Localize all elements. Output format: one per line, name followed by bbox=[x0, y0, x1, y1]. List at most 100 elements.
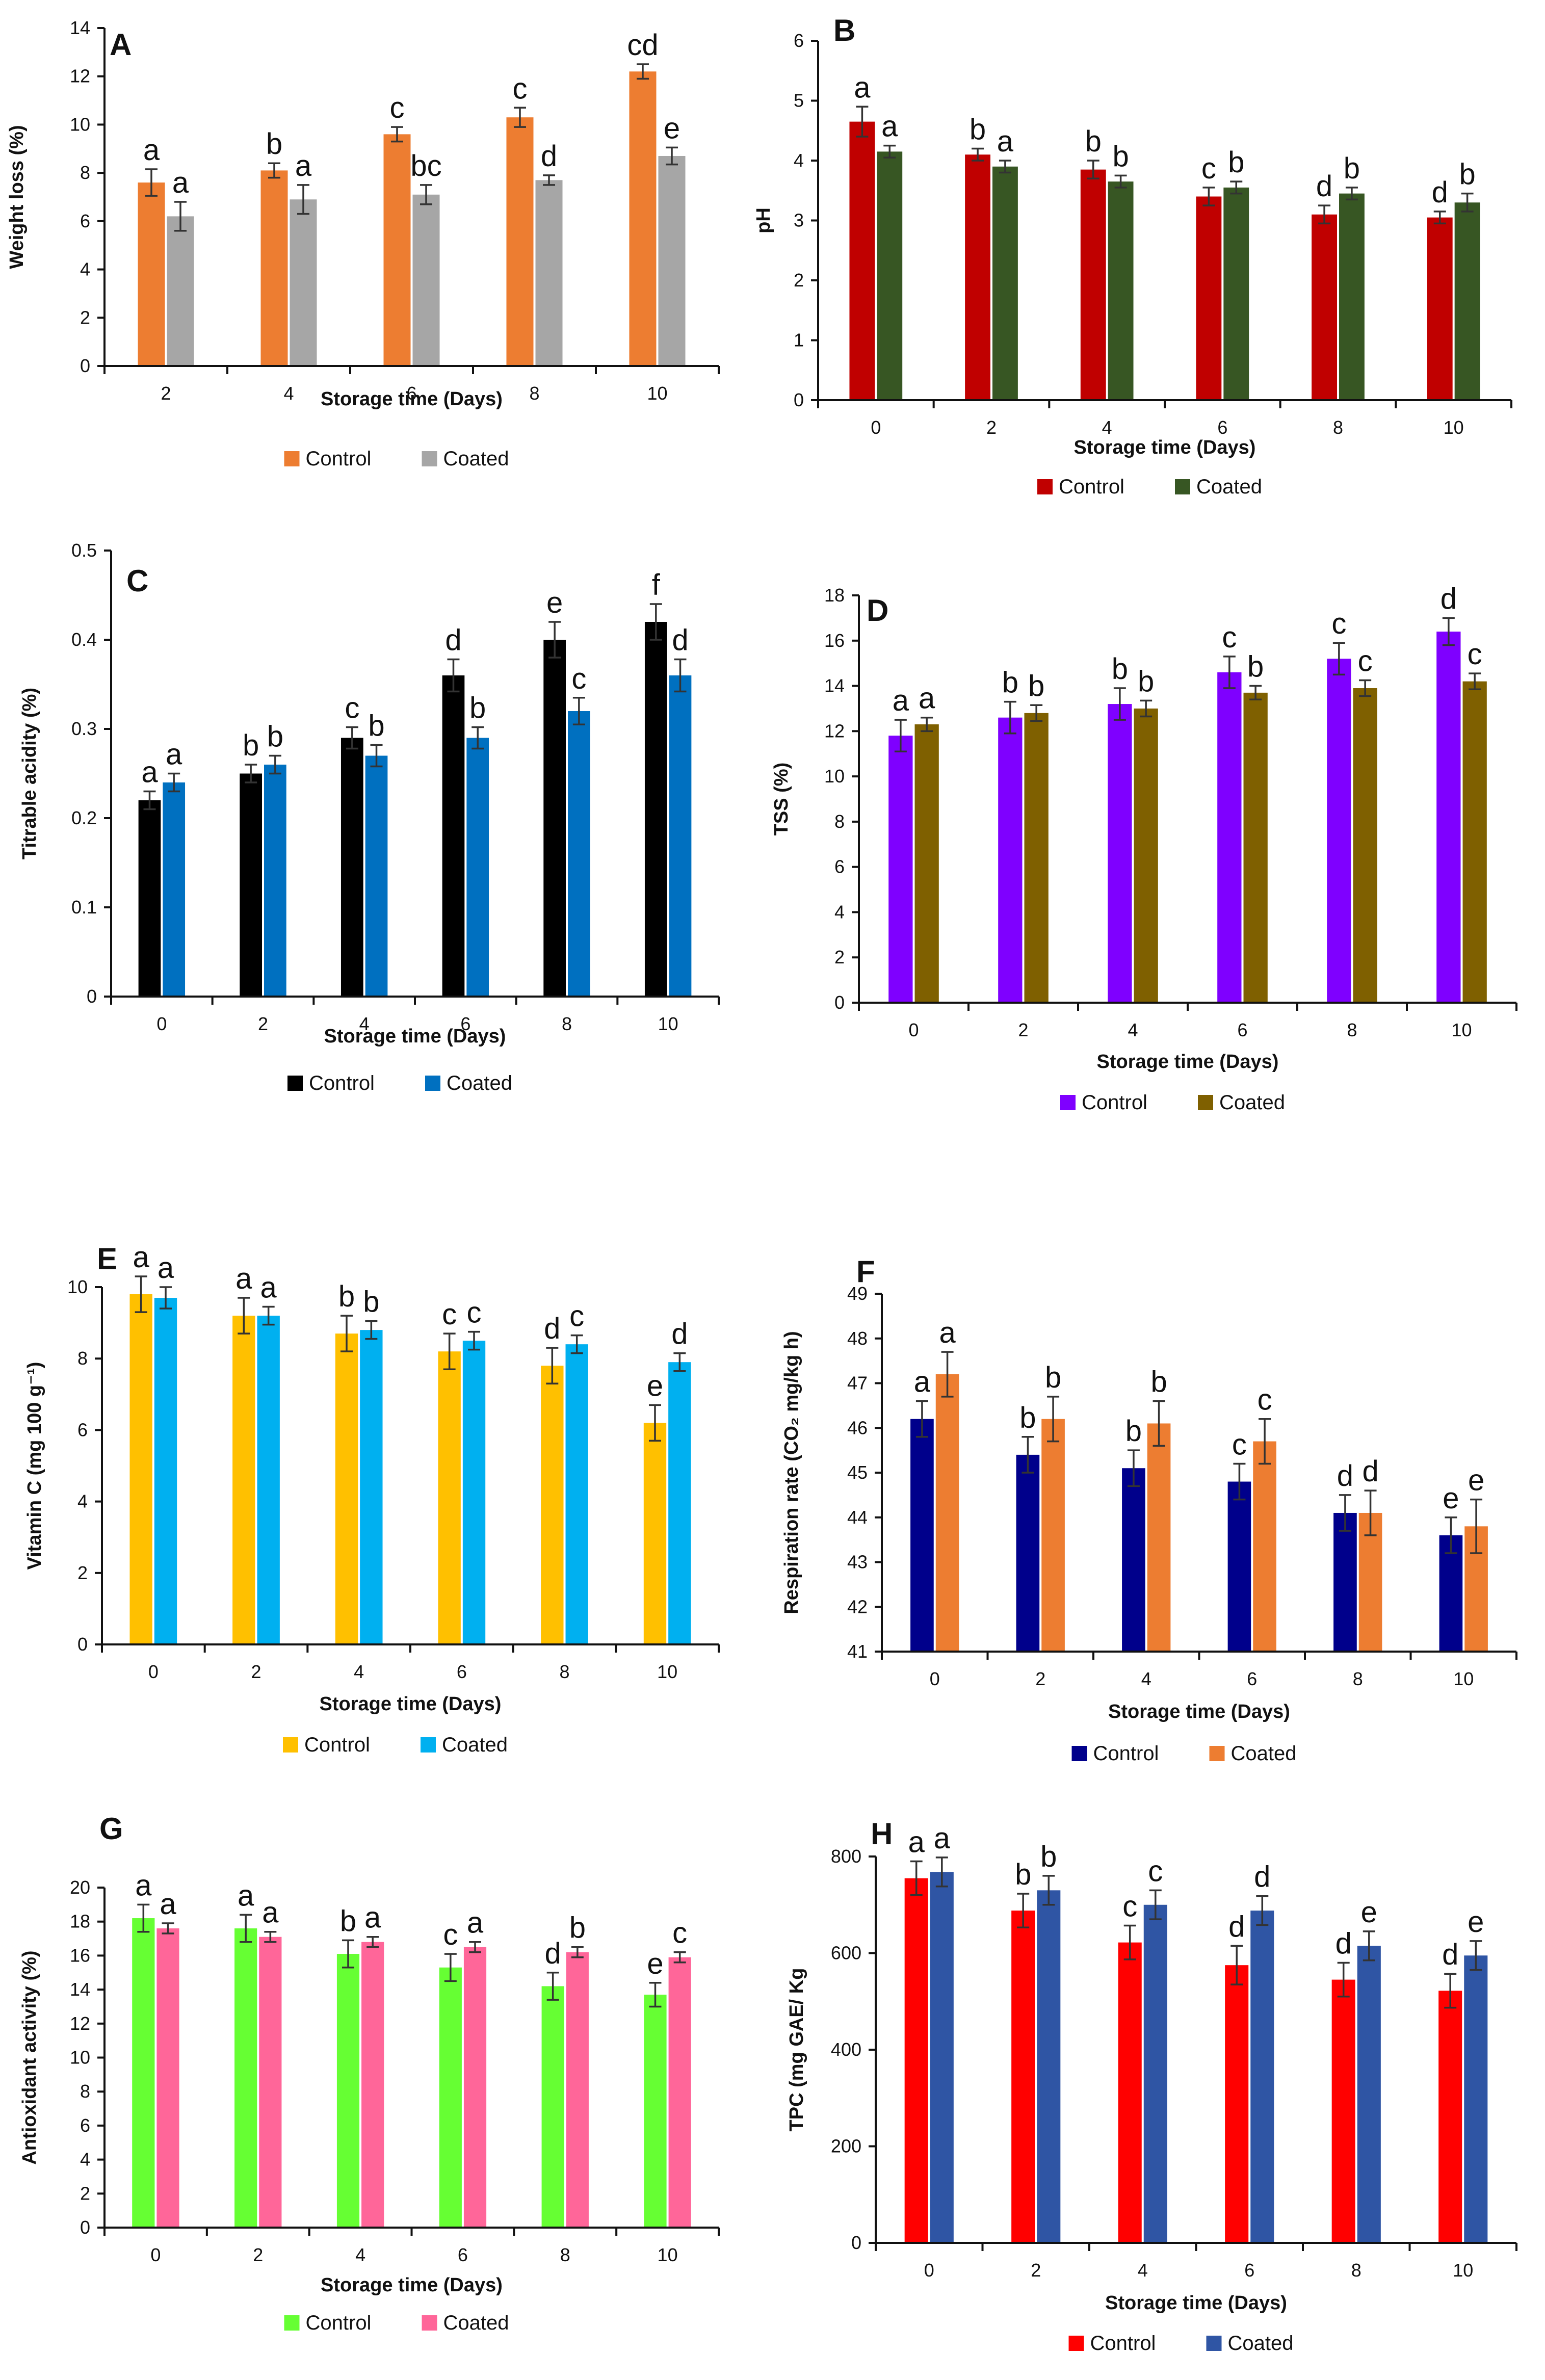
x-tick-label-f: 2 bbox=[1035, 1668, 1045, 1689]
y-axis-title-e: Vitamin C (mg 100 g⁻¹) bbox=[24, 1362, 45, 1570]
y-tick-label-f: 49 bbox=[847, 1283, 868, 1304]
error-bar-f-coated-0 bbox=[941, 1351, 954, 1398]
legend-swatch-f-control bbox=[1071, 1746, 1087, 1761]
bar-c-coated-6 bbox=[466, 738, 489, 997]
y-tick-label-a: 14 bbox=[70, 17, 90, 38]
significance-letter-d: c bbox=[1331, 607, 1346, 640]
error-bar-g-control-6 bbox=[444, 1953, 457, 1982]
bar-h-control-10 bbox=[1438, 1991, 1462, 2243]
y-tick-label-e: 4 bbox=[77, 1491, 88, 1512]
legend-label-h-coated: Coated bbox=[1228, 2332, 1294, 2355]
y-tick-label-c: 0.3 bbox=[71, 718, 97, 739]
y-tick-label-b: 2 bbox=[794, 270, 804, 291]
x-tick-label-a: 8 bbox=[529, 383, 539, 404]
x-tick-label-d: 6 bbox=[1237, 1019, 1247, 1040]
significance-letter-c: b bbox=[267, 720, 283, 753]
error-bar-e-coated-4 bbox=[365, 1320, 378, 1340]
y-tick-label-a: 8 bbox=[80, 162, 90, 183]
significance-letter-f: e bbox=[1443, 1482, 1459, 1515]
y-axis-title-b: pH bbox=[753, 207, 774, 233]
legend-label-c-coated: Coated bbox=[447, 1072, 512, 1094]
y-tick-label-d: 16 bbox=[824, 630, 845, 651]
error-bar-g-coated-2 bbox=[264, 1930, 277, 1943]
significance-letter-e: a bbox=[260, 1271, 277, 1304]
error-bar-h-coated-10 bbox=[1470, 1940, 1482, 1971]
x-tick-label-c: 6 bbox=[460, 1013, 470, 1034]
bar-e-coated-8 bbox=[565, 1344, 588, 1644]
x-tick-label-h: 0 bbox=[924, 2260, 934, 2281]
legend-label-d-control: Control bbox=[1082, 1091, 1147, 1114]
legend-swatch-g-control bbox=[284, 2315, 300, 2331]
significance-letter-f: c bbox=[1258, 1383, 1272, 1417]
significance-letter-d: b bbox=[1112, 652, 1128, 686]
bar-h-coated-8 bbox=[1357, 1946, 1381, 2243]
error-bar-e-control-2 bbox=[238, 1297, 250, 1335]
bar-e-coated-2 bbox=[257, 1316, 280, 1644]
significance-letter-c: f bbox=[652, 568, 661, 601]
bar-a-control-2 bbox=[138, 182, 165, 366]
y-tick-label-g: 14 bbox=[70, 1979, 90, 2000]
y-tick-label-c: 0.2 bbox=[71, 807, 97, 828]
error-bar-d-coated-10 bbox=[1469, 672, 1481, 690]
error-bar-c-coated-0 bbox=[168, 772, 180, 793]
x-tick-label-g: 10 bbox=[658, 2244, 678, 2265]
error-bar-b-control-10 bbox=[1433, 211, 1446, 225]
bar-b-control-0 bbox=[849, 121, 875, 400]
error-bar-e-control-6 bbox=[443, 1332, 456, 1370]
bar-g-coated-6 bbox=[463, 1947, 487, 2228]
error-bar-f-control-2 bbox=[1022, 1436, 1034, 1474]
error-bar-c-control-8 bbox=[548, 621, 561, 659]
significance-letter-a: c bbox=[389, 91, 404, 124]
significance-letter-f: b bbox=[1019, 1401, 1036, 1434]
x-axis-title-e: Storage time (Days) bbox=[320, 1693, 502, 1715]
bar-b-coated-10 bbox=[1454, 202, 1480, 400]
significance-letter-h: d bbox=[1442, 1938, 1458, 1971]
error-bar-a-coated-8 bbox=[543, 174, 556, 186]
significance-letter-f: d bbox=[1362, 1455, 1378, 1488]
error-bar-d-coated-6 bbox=[1249, 685, 1262, 700]
bar-f-control-8 bbox=[1333, 1512, 1357, 1652]
error-bar-d-coated-0 bbox=[921, 716, 933, 733]
significance-letter-c: a bbox=[166, 738, 182, 771]
bar-g-control-0 bbox=[132, 1918, 155, 2228]
x-tick-label-f: 8 bbox=[1353, 1668, 1363, 1689]
significance-letter-b: a bbox=[881, 110, 898, 143]
x-tick-label-h: 4 bbox=[1138, 2260, 1148, 2281]
legend-label-e-coated: Coated bbox=[442, 1734, 508, 1756]
bar-f-control-10 bbox=[1439, 1535, 1463, 1652]
x-tick-label-g: 0 bbox=[150, 2244, 161, 2265]
legend-label-b-control: Control bbox=[1059, 476, 1124, 498]
error-bar-d-coated-2 bbox=[1030, 704, 1043, 722]
significance-letter-b: b bbox=[1085, 125, 1102, 158]
y-tick-label-a: 4 bbox=[80, 259, 90, 280]
y-tick-label-b: 6 bbox=[794, 30, 804, 51]
x-tick-label-c: 2 bbox=[258, 1013, 268, 1034]
y-tick-label-b: 5 bbox=[794, 90, 804, 111]
significance-letter-d: d bbox=[1441, 582, 1457, 615]
panel-label-g: G bbox=[99, 1812, 123, 1846]
error-bar-e-coated-8 bbox=[570, 1334, 583, 1354]
bar-b-coated-6 bbox=[1223, 187, 1249, 400]
x-tick-label-b: 2 bbox=[986, 417, 997, 438]
significance-letter-d: a bbox=[919, 682, 935, 715]
error-bar-c-control-2 bbox=[245, 764, 257, 783]
bar-e-control-2 bbox=[232, 1316, 255, 1644]
x-axis-title-c: Storage time (Days) bbox=[324, 1026, 506, 1047]
bar-e-control-10 bbox=[643, 1423, 667, 1644]
legend-label-f-control: Control bbox=[1093, 1742, 1159, 1765]
error-bar-b-coated-4 bbox=[1114, 174, 1127, 189]
y-tick-label-c: 0.4 bbox=[71, 629, 97, 650]
significance-letter-b: b bbox=[1112, 140, 1129, 173]
bar-e-coated-4 bbox=[360, 1330, 383, 1644]
y-tick-label-a: 2 bbox=[80, 307, 90, 328]
legend-swatch-g-coated bbox=[422, 2315, 437, 2331]
panel-label-c: C bbox=[126, 564, 148, 598]
y-tick-label-g: 18 bbox=[70, 1911, 90, 1932]
significance-letter-g: a bbox=[364, 1901, 381, 1934]
legend-a: Control Coated bbox=[284, 448, 509, 470]
significance-letter-d: c bbox=[1358, 644, 1373, 677]
x-tick-label-b: 0 bbox=[871, 417, 881, 438]
y-tick-label-h: 800 bbox=[831, 1846, 861, 1867]
